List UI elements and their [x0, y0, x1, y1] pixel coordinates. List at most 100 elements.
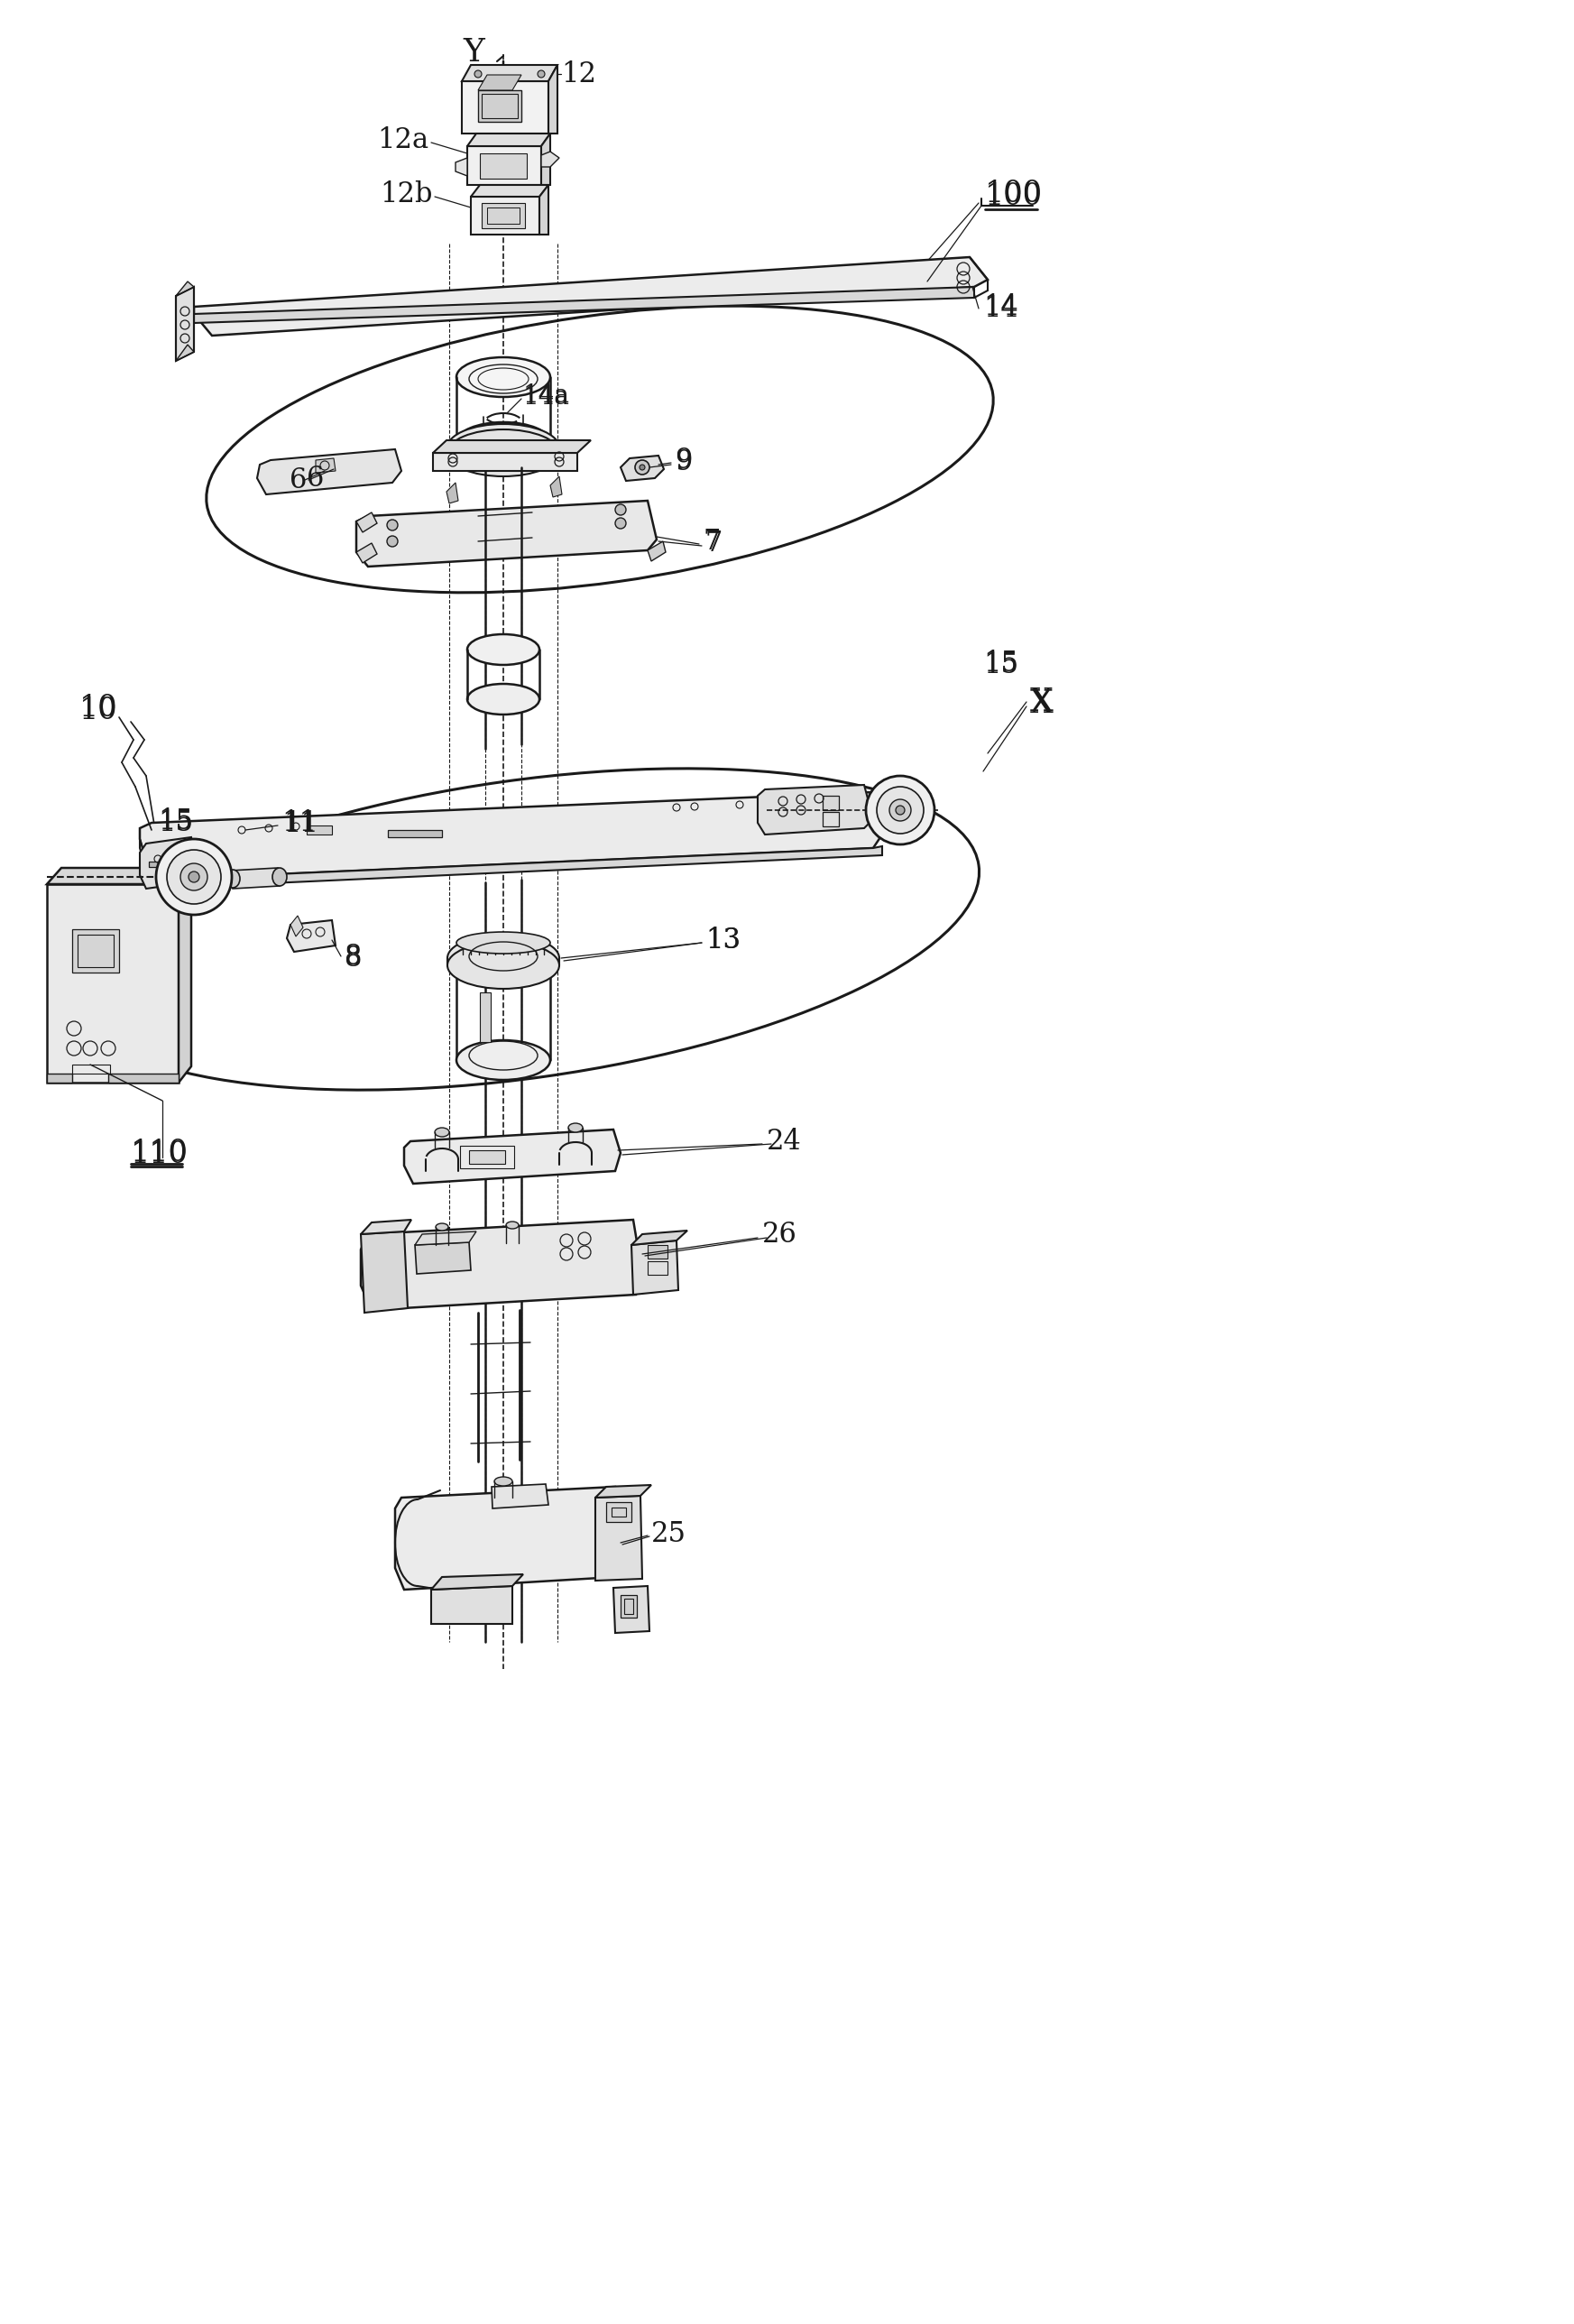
Polygon shape: [176, 286, 194, 360]
Bar: [460, 1146, 515, 1169]
Polygon shape: [595, 1485, 652, 1497]
Text: 14a: 14a: [523, 386, 570, 409]
Ellipse shape: [456, 932, 551, 953]
Ellipse shape: [456, 934, 551, 974]
Bar: [823, 795, 839, 811]
Polygon shape: [176, 281, 194, 295]
Text: 100: 100: [985, 181, 1042, 211]
Bar: [620, 1594, 637, 1618]
Polygon shape: [360, 1232, 408, 1313]
Polygon shape: [194, 258, 988, 335]
Polygon shape: [194, 286, 974, 323]
Polygon shape: [431, 1573, 523, 1590]
Ellipse shape: [866, 802, 880, 818]
Text: 7: 7: [704, 528, 721, 555]
Bar: [647, 1262, 667, 1276]
Ellipse shape: [467, 634, 540, 665]
Ellipse shape: [447, 430, 559, 476]
Text: X: X: [1029, 688, 1053, 718]
Circle shape: [156, 839, 231, 916]
Text: 7: 7: [705, 530, 722, 558]
Text: 25: 25: [652, 1520, 686, 1548]
Polygon shape: [356, 500, 656, 567]
Polygon shape: [360, 1220, 411, 1234]
Circle shape: [896, 806, 905, 816]
Text: 14a: 14a: [523, 383, 570, 407]
Ellipse shape: [505, 1222, 519, 1229]
Polygon shape: [356, 511, 378, 532]
Text: 15: 15: [157, 809, 194, 837]
Polygon shape: [47, 883, 178, 1083]
Circle shape: [639, 465, 645, 469]
Polygon shape: [356, 544, 378, 562]
Polygon shape: [109, 1074, 178, 1083]
Text: 15: 15: [984, 648, 1018, 676]
Ellipse shape: [568, 1122, 582, 1132]
Ellipse shape: [225, 869, 239, 888]
Circle shape: [615, 518, 626, 528]
Circle shape: [387, 521, 398, 530]
Text: 10: 10: [79, 695, 118, 723]
Polygon shape: [548, 65, 557, 132]
Circle shape: [181, 865, 208, 890]
Polygon shape: [631, 1232, 688, 1246]
Polygon shape: [433, 453, 578, 472]
Polygon shape: [757, 786, 874, 834]
Circle shape: [538, 70, 545, 77]
Polygon shape: [471, 186, 548, 198]
Text: 10: 10: [79, 697, 118, 725]
Bar: [150, 862, 184, 867]
Text: 15: 15: [157, 806, 194, 834]
Polygon shape: [551, 476, 562, 497]
Polygon shape: [176, 344, 194, 360]
Circle shape: [189, 872, 200, 883]
Polygon shape: [47, 867, 190, 883]
Polygon shape: [467, 146, 541, 186]
Ellipse shape: [456, 1041, 551, 1081]
Polygon shape: [416, 1232, 477, 1246]
Polygon shape: [874, 802, 892, 818]
Polygon shape: [431, 1585, 513, 1624]
Circle shape: [167, 851, 220, 904]
Bar: [647, 1246, 667, 1260]
Text: 6: 6: [290, 467, 307, 495]
Ellipse shape: [447, 941, 559, 988]
Polygon shape: [455, 158, 467, 177]
Ellipse shape: [272, 867, 286, 885]
Polygon shape: [461, 65, 557, 81]
Polygon shape: [395, 1487, 620, 1590]
Ellipse shape: [494, 1476, 513, 1485]
Polygon shape: [467, 132, 551, 146]
Polygon shape: [614, 1585, 650, 1634]
Polygon shape: [360, 1220, 641, 1311]
Text: 11: 11: [283, 809, 318, 837]
Bar: [625, 1599, 633, 1613]
Bar: [486, 207, 519, 223]
Ellipse shape: [456, 423, 551, 462]
Text: 15: 15: [984, 651, 1018, 679]
Polygon shape: [433, 439, 590, 453]
Polygon shape: [620, 456, 664, 481]
Polygon shape: [540, 186, 548, 235]
Ellipse shape: [447, 934, 559, 981]
Text: 11: 11: [282, 809, 316, 837]
Polygon shape: [631, 1241, 678, 1294]
Polygon shape: [178, 867, 190, 1083]
Text: 12a: 12a: [376, 125, 428, 153]
Circle shape: [474, 70, 482, 77]
Bar: [606, 1501, 631, 1522]
Text: 12b: 12b: [381, 179, 433, 207]
Polygon shape: [478, 74, 521, 91]
Text: 13: 13: [705, 925, 740, 955]
Polygon shape: [461, 81, 548, 132]
Text: 8: 8: [345, 941, 362, 971]
Text: 12: 12: [560, 60, 597, 88]
Text: 13: 13: [705, 925, 740, 955]
Text: 14: 14: [984, 295, 1018, 323]
Bar: [387, 830, 442, 837]
Ellipse shape: [456, 358, 551, 397]
Ellipse shape: [436, 1222, 449, 1232]
Text: X: X: [1029, 686, 1053, 718]
Text: 24: 24: [767, 1127, 801, 1155]
Text: 100: 100: [985, 179, 1042, 209]
